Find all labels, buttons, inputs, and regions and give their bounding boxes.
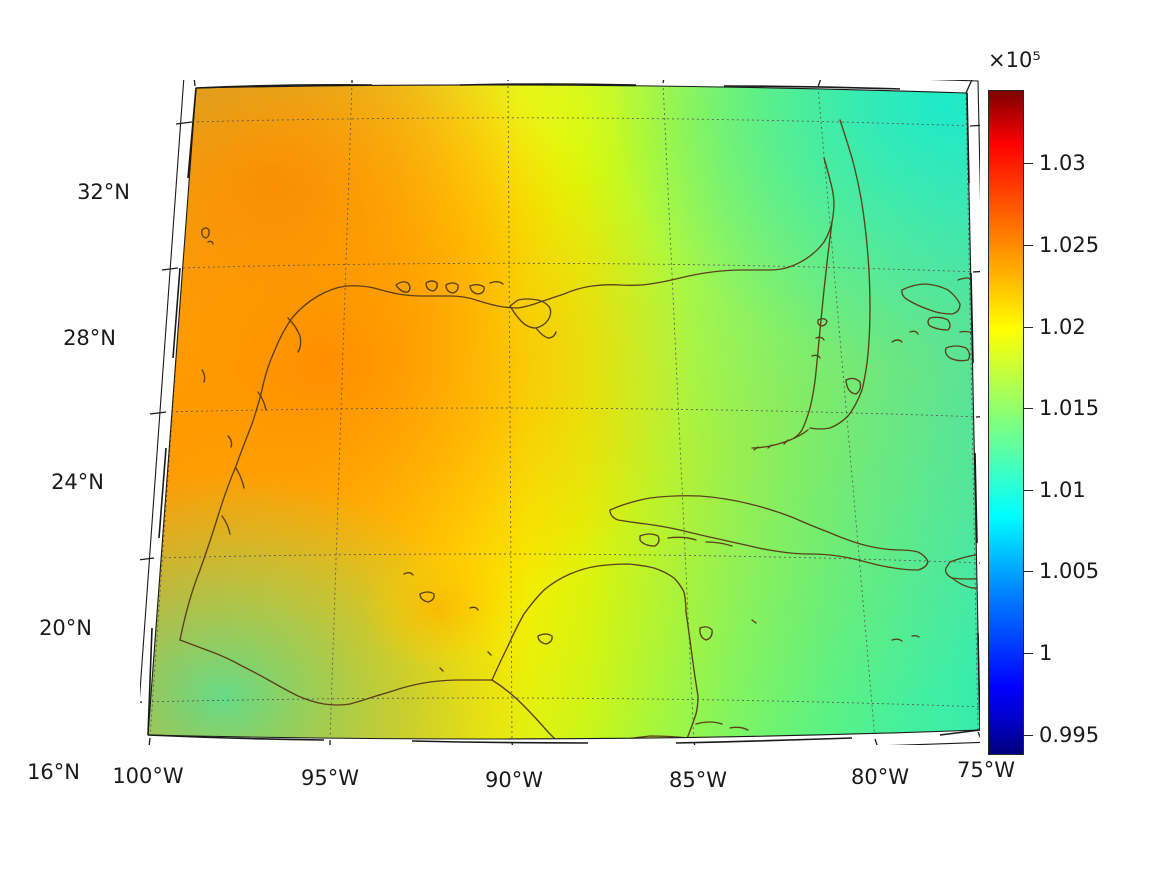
colorbar-tick-label-1: 1 [1039,641,1053,665]
lon-tick-label-80w: 80°W [851,765,909,789]
lat-tick-label-32n: 32°N [77,180,130,204]
lat-tick-label-28n: 28°N [63,326,116,350]
colorbar-tick-label-1-02: 1.02 [1039,315,1086,339]
colorbar-tick-mark [1024,735,1033,736]
lon-tick-label-85w: 85°W [669,768,727,792]
colorbar-gradient [988,90,1024,755]
colorbar-tick-label-1-01: 1.01 [1039,478,1086,502]
lat-tick-label-24n: 24°N [51,470,104,494]
colorbar-tick-mark [1024,490,1033,491]
colorbar-tick-mark [1024,163,1033,164]
coastlines [179,119,980,739]
lon-tick-label-95w: 95°W [301,766,359,790]
colorbar-tick-mark [1024,245,1033,246]
lat-tick-label-16n: 16°N [27,760,80,784]
colorbar-tick-label-1-015: 1.015 [1039,396,1100,420]
colorbar-tick-label-1-03: 1.03 [1039,151,1086,175]
pressure-field [148,84,980,739]
map-plot-area[interactable]: 32°N 28°N 24°N 20°N 16°N 100°W 95°W 90°W… [27,80,1015,792]
lon-tick-label-100w: 100°W [112,764,184,788]
colorbar-tick-mark [1024,653,1033,654]
colorbar-exponent-label: ×10⁵ [988,48,1041,72]
lon-tick-label-90w: 90°W [485,768,543,792]
colorbar-tick-mark [1024,327,1033,328]
colorbar-tick-label-1-025: 1.025 [1039,233,1100,257]
map-svg [140,80,980,745]
colorbar[interactable]: 1.03 1.025 1.02 1.015 1.01 1.005 1 0.995 [988,90,1099,755]
colorbar-exponent-text: ×10⁵ [988,48,1041,72]
colorbar-tick-label-1-005: 1.005 [1039,559,1100,583]
map-frame [140,80,980,745]
lat-tick-label-20n: 20°N [39,616,92,640]
colorbar-tick-label-0-995: 0.995 [1039,723,1100,747]
colorbar-tick-mark [1024,408,1033,409]
colorbar-tick-mark [1024,571,1033,572]
lon-tick-label-75w: 75°W [957,758,1015,782]
